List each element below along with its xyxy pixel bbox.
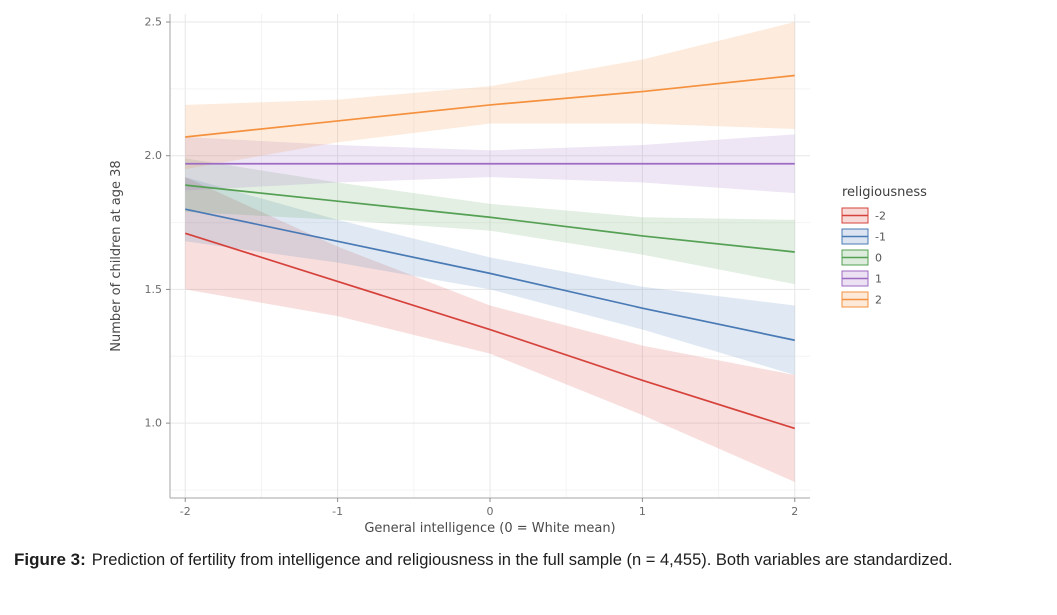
figure-caption-label: Figure 3: bbox=[14, 550, 86, 569]
x-tick-label: -1 bbox=[332, 505, 343, 518]
figure-caption: Figure 3: Prediction of fertility from in… bbox=[0, 538, 1057, 572]
ci-band-religiousness-2 bbox=[185, 22, 795, 170]
fertility-plot-svg: 1.0 1.5 2.0 2.5 -2 -1 0 1 2 General intelligence … bbox=[109, 14, 927, 536]
y-tick-label: 1.0 bbox=[145, 417, 163, 430]
ci-band-religiousness--1 bbox=[185, 177, 795, 375]
legend-label--2: -2 bbox=[875, 210, 886, 223]
y-tick-label: 2.5 bbox=[145, 16, 163, 29]
x-tick-label: 2 bbox=[791, 505, 798, 518]
legend-label--1: -1 bbox=[875, 231, 886, 244]
x-tick-label: 0 bbox=[487, 505, 494, 518]
trend-line-religiousness-0 bbox=[185, 184, 795, 253]
y-tick-label: 1.5 bbox=[145, 283, 163, 296]
x-axis-label: General intelligence (0 = White mean) bbox=[364, 521, 615, 536]
legend-label-2: 2 bbox=[875, 294, 882, 307]
chart-figure: 1.0 1.5 2.0 2.5 -2 -1 0 1 2 General intelligence … bbox=[0, 14, 1057, 572]
y-axis-label: Number of children at age 38 bbox=[109, 160, 124, 351]
legend-label-0: 0 bbox=[875, 252, 882, 265]
ci-band-religiousness-0 bbox=[185, 158, 795, 285]
trend-line-religiousness--1 bbox=[185, 208, 795, 342]
x-tick-label: 1 bbox=[639, 505, 646, 518]
y-tick-label: 2.0 bbox=[145, 149, 163, 162]
legend-label-1: 1 bbox=[875, 273, 882, 286]
trend-line-religiousness-2 bbox=[185, 74, 795, 138]
legend-title: religiousness bbox=[842, 185, 927, 200]
x-tick-label: -2 bbox=[180, 505, 191, 518]
trend-line-religiousness--2 bbox=[184, 232, 796, 430]
figure-caption-text: Prediction of fertility from intelligenc… bbox=[91, 551, 953, 569]
